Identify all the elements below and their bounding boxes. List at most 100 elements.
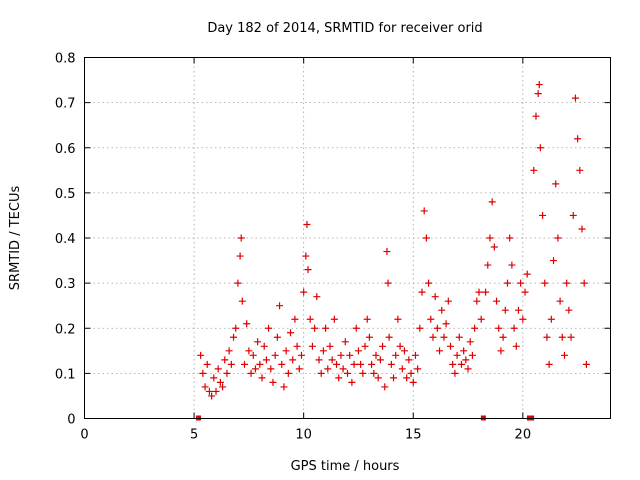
data-point [506,234,514,242]
data-point [543,333,551,341]
data-point [482,288,490,296]
data-point [495,324,503,332]
chart-title: Day 182 of 2014, SRMTID for receiver ori… [207,21,482,36]
data-point [383,248,391,256]
data-point [571,94,579,102]
data-point [512,342,520,350]
data-point [438,306,446,314]
data-point [291,315,299,323]
data-point [535,81,543,89]
data-point [308,342,316,350]
y-tick-label: 0.7 [55,97,76,112]
data-point [249,351,257,359]
data-point [418,288,426,296]
grid-lines [84,57,611,419]
data-point [403,374,411,382]
data-point [262,356,270,364]
data-point [363,315,371,323]
data-point [453,351,461,359]
data-point [208,392,216,400]
data-point [521,288,529,296]
data-point [295,365,303,373]
y-axis-label: SRMTID / TECUs [8,186,23,291]
data-points [197,81,590,400]
data-point [387,360,395,368]
data-point [302,252,310,260]
data-point [429,333,437,341]
data-point [560,351,568,359]
data-point [532,112,540,120]
data-point [545,360,553,368]
data-point [582,360,590,368]
data-point [536,144,544,152]
data-point [237,234,245,242]
data-point [396,342,404,350]
data-point [348,378,356,386]
data-point [243,320,251,328]
data-point [210,374,218,382]
data-point [227,360,235,368]
data-point [256,360,264,368]
x-tick-label: 0 [80,428,88,443]
data-point [580,279,588,287]
data-point [486,234,494,242]
data-point [517,279,525,287]
data-point [352,324,360,332]
data-point [205,387,213,395]
data-point [269,378,277,386]
data-point [335,374,343,382]
x-tick-label: 10 [295,428,312,443]
data-point [197,351,205,359]
y-tick-label: 0.8 [55,52,76,67]
data-point [499,333,507,341]
data-point [214,365,222,373]
data-point [484,261,492,269]
data-point [427,315,435,323]
data-point [236,252,244,260]
data-point [344,369,351,377]
data-point [251,365,259,373]
data-point [341,338,349,346]
x-tick-label: 20 [515,428,532,443]
data-point [203,360,211,368]
data-point [315,356,323,364]
data-point [326,342,334,350]
data-point [339,365,347,373]
data-point [392,351,400,359]
data-point [313,293,321,301]
data-point [411,351,419,359]
data-point [514,306,522,314]
data-point [273,333,281,341]
data-point [530,166,538,174]
data-point [361,342,369,350]
data-point [381,383,389,391]
data-point [374,374,382,382]
data-point [539,211,547,219]
data-point [304,266,312,274]
data-point [449,360,457,368]
data-point [468,351,476,359]
data-point [473,297,481,305]
data-point [409,378,417,386]
data-point [414,365,422,373]
data-point [372,351,380,359]
data-point [576,166,584,174]
data-point [462,356,470,364]
data-point [466,338,474,346]
data-point [216,378,224,386]
y-tick-label: 0.6 [55,142,76,157]
data-point [556,297,564,305]
data-point [306,315,314,323]
data-point [416,324,424,332]
data-point [230,333,238,341]
data-point [201,383,209,391]
data-point [328,356,336,364]
data-point [547,315,555,323]
axis-ticks: 0 0.1 0.2 0.3 0.4 0.5 0.6 0.7 0.8 0 5 10 15 20 [55,52,611,443]
y-tick-label: 0 [67,413,75,428]
data-point [282,347,290,355]
data-point [442,320,450,328]
data-point [488,198,496,206]
y-tick-label: 0.5 [55,187,76,202]
